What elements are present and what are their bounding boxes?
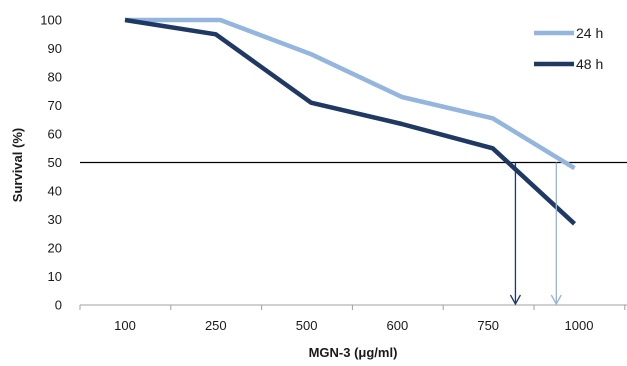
y-tick-label: 60 xyxy=(48,127,62,142)
series-line-48h xyxy=(124,17,577,226)
y-tick-label: 10 xyxy=(48,269,62,284)
series-line-24h xyxy=(125,17,576,171)
arrow-head-24h xyxy=(550,294,562,306)
arrow-head-48h xyxy=(509,294,522,306)
legend-label: 48 h xyxy=(576,56,603,72)
y-tick-label: 40 xyxy=(48,184,62,199)
y-tick-label: 50 xyxy=(48,155,62,170)
y-tick-label: 0 xyxy=(55,298,62,313)
y-tick-label: 70 xyxy=(48,98,62,113)
y-axis-ticks: 0 10 20 30 40 50 60 70 80 90 100 xyxy=(40,13,62,313)
y-tick-label: 20 xyxy=(48,241,62,256)
series-layer xyxy=(124,17,577,226)
x-tick-label: 100 xyxy=(114,318,136,333)
y-axis-title: Survival (%) xyxy=(10,128,25,202)
x-tick-label: 500 xyxy=(296,318,318,333)
y-tick-label: 90 xyxy=(48,41,62,56)
arrow-layer xyxy=(509,162,562,306)
x-tick-label: 250 xyxy=(205,318,227,333)
y-tick-label: 80 xyxy=(48,70,62,85)
x-axis-title: MGN-3 (μg/ml) xyxy=(309,345,398,360)
legend-label: 24 h xyxy=(576,25,603,41)
x-tick-label: 600 xyxy=(387,318,409,333)
y-tick-label: 100 xyxy=(40,13,62,28)
legend: 24 h 48 h xyxy=(534,25,603,72)
x-tick-label: 750 xyxy=(477,318,499,333)
x-axis-ticks: 100 250 500 600 750 1000 xyxy=(114,318,593,333)
x-tick-label: 1000 xyxy=(565,318,594,333)
x-axis-tick-marks xyxy=(79,305,626,310)
y-tick-label: 30 xyxy=(48,212,62,227)
